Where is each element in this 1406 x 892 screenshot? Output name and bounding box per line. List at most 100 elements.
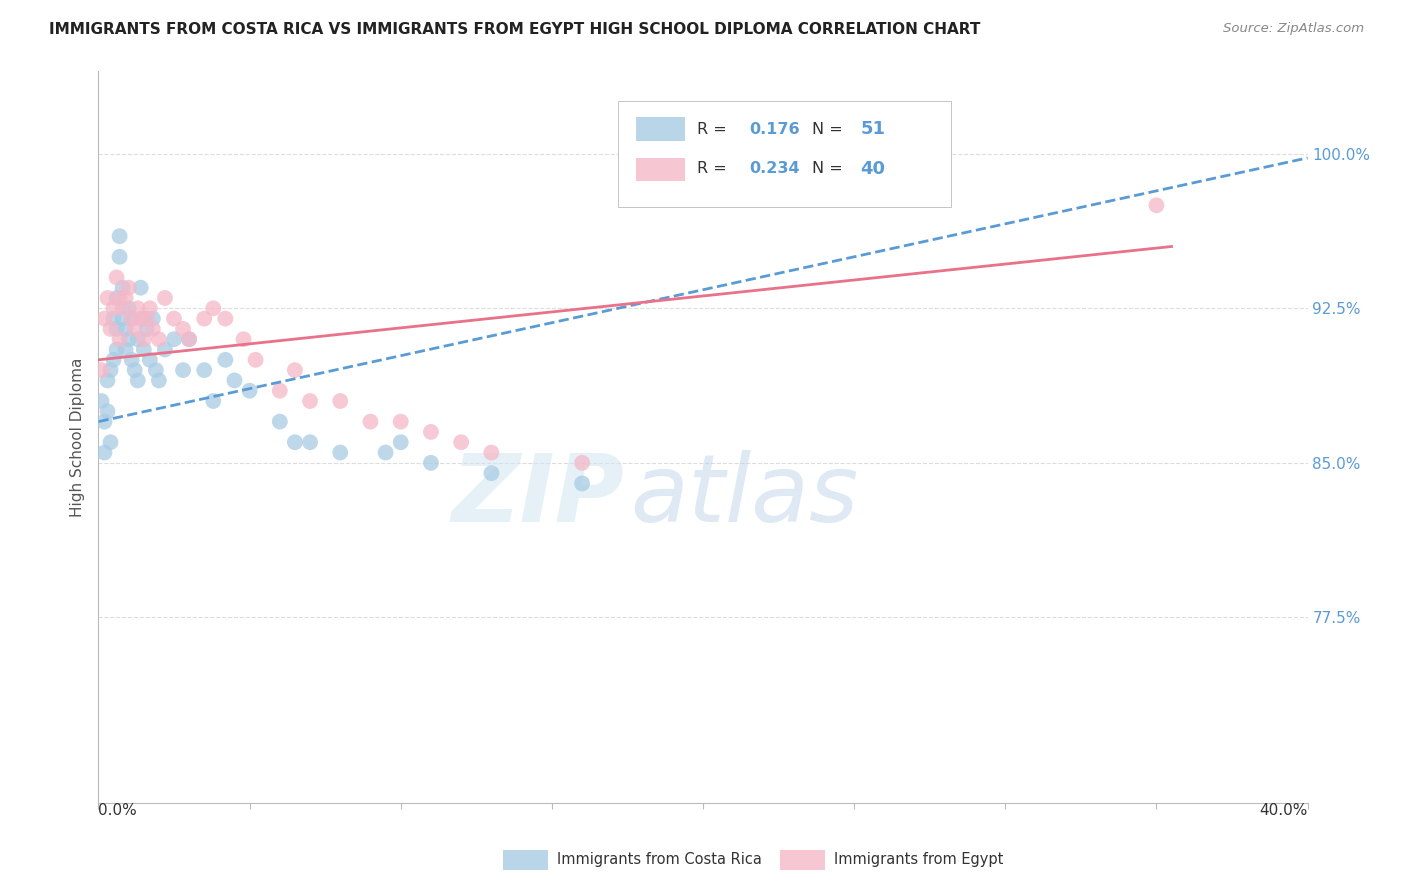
Point — [90, 363, 112, 377]
Point — [127, 301, 149, 316]
Point — [214, 352, 236, 367]
Point — [142, 322, 165, 336]
Text: IMMIGRANTS FROM COSTA RICA VS IMMIGRANTS FROM EGYPT HIGH SCHOOL DIPLOMA CORRELAT: IMMIGRANTS FROM COSTA RICA VS IMMIGRANTS… — [49, 22, 980, 37]
Text: N =: N = — [811, 161, 848, 176]
Text: 51: 51 — [860, 120, 886, 138]
Point — [224, 373, 246, 387]
Point — [121, 311, 143, 326]
Point — [135, 322, 157, 336]
Point — [129, 311, 152, 326]
Point — [193, 363, 215, 377]
Point — [111, 281, 134, 295]
Point — [103, 352, 125, 367]
Point — [96, 373, 118, 387]
Point — [232, 332, 254, 346]
Point — [114, 322, 136, 336]
Point — [103, 311, 125, 326]
Point — [148, 373, 170, 387]
Point — [93, 445, 115, 459]
Point — [111, 311, 134, 326]
Point — [153, 291, 176, 305]
Point — [145, 363, 167, 377]
Text: N =: N = — [811, 121, 848, 136]
Point — [93, 311, 115, 326]
Point — [118, 281, 141, 295]
Point — [163, 332, 186, 346]
Point — [329, 394, 352, 409]
Text: 40: 40 — [860, 160, 886, 178]
Point — [193, 311, 215, 326]
Point — [90, 394, 112, 409]
Point — [111, 301, 134, 316]
Point — [93, 415, 115, 429]
Point — [239, 384, 262, 398]
Point — [105, 291, 128, 305]
Text: atlas: atlas — [630, 450, 859, 541]
Point — [139, 301, 162, 316]
Point — [105, 270, 128, 285]
Point — [108, 229, 131, 244]
Point — [127, 332, 149, 346]
Point — [329, 445, 352, 459]
Text: ZIP: ZIP — [451, 450, 624, 541]
Point — [571, 476, 593, 491]
Point — [179, 332, 201, 346]
Point — [284, 363, 307, 377]
Point — [481, 445, 503, 459]
Point — [100, 435, 122, 450]
Text: 0.234: 0.234 — [749, 161, 800, 176]
Point — [450, 435, 472, 450]
Point — [284, 435, 307, 450]
Point — [127, 373, 149, 387]
Point — [360, 415, 382, 429]
Point — [121, 311, 143, 326]
Point — [420, 456, 443, 470]
Text: 0.176: 0.176 — [749, 121, 800, 136]
Point — [114, 291, 136, 305]
Point — [100, 322, 122, 336]
Point — [105, 343, 128, 357]
Point — [179, 332, 201, 346]
Point — [96, 291, 118, 305]
Point — [132, 332, 155, 346]
Point — [118, 301, 141, 316]
Point — [269, 415, 291, 429]
Point — [153, 343, 176, 357]
Point — [299, 394, 322, 409]
Point — [108, 291, 131, 305]
Point — [389, 415, 412, 429]
FancyBboxPatch shape — [637, 118, 685, 141]
FancyBboxPatch shape — [637, 158, 685, 181]
Point — [571, 456, 593, 470]
Text: 40.0%: 40.0% — [1260, 803, 1308, 818]
Y-axis label: High School Diploma: High School Diploma — [70, 358, 86, 516]
Point — [1144, 198, 1167, 212]
FancyBboxPatch shape — [619, 101, 950, 207]
Point — [124, 322, 146, 336]
Point — [105, 322, 128, 336]
Point — [103, 301, 125, 316]
Point — [202, 394, 225, 409]
Point — [129, 281, 152, 295]
Point — [142, 311, 165, 326]
Point — [135, 311, 157, 326]
Point — [118, 332, 141, 346]
Point — [202, 301, 225, 316]
Point — [172, 363, 194, 377]
Point — [124, 363, 146, 377]
Point — [114, 343, 136, 357]
Point — [163, 311, 186, 326]
Text: Immigrants from Costa Rica: Immigrants from Costa Rica — [557, 853, 762, 867]
Point — [121, 352, 143, 367]
Point — [132, 343, 155, 357]
Text: 0.0%: 0.0% — [98, 803, 138, 818]
Point — [420, 425, 443, 439]
Point — [132, 311, 155, 326]
Point — [108, 332, 131, 346]
Point — [374, 445, 396, 459]
Point — [481, 466, 503, 480]
Text: Source: ZipAtlas.com: Source: ZipAtlas.com — [1223, 22, 1364, 36]
Point — [172, 322, 194, 336]
Point — [148, 332, 170, 346]
Text: Immigrants from Egypt: Immigrants from Egypt — [834, 853, 1002, 867]
